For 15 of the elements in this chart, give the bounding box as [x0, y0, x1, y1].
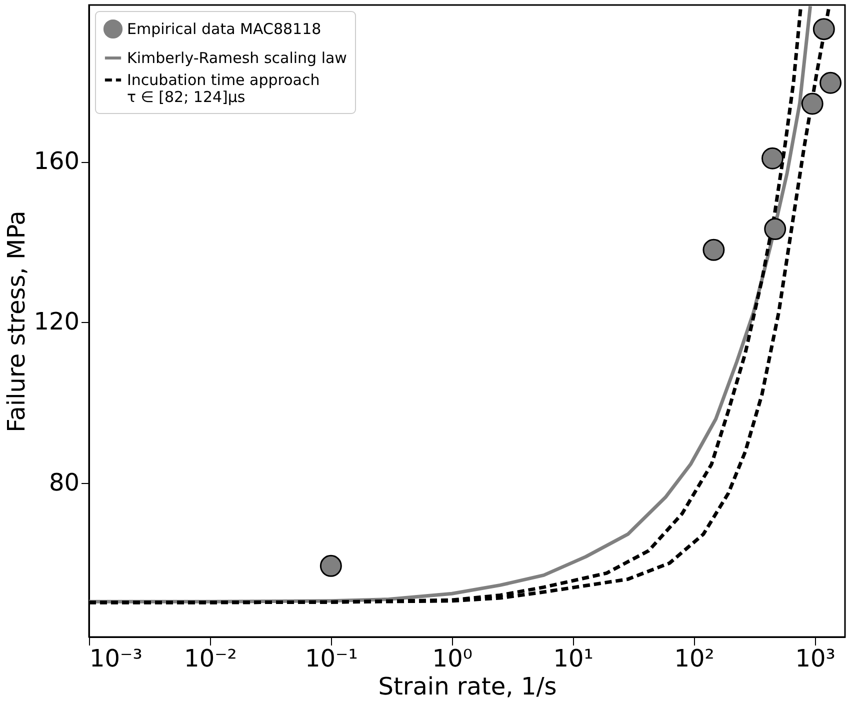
x-tick-label: 10¹: [553, 644, 594, 672]
y-tick-label: 80: [48, 468, 80, 496]
y-tick-label: 160: [34, 147, 80, 176]
y-tick-label: 120: [34, 308, 80, 336]
x-tick-label: 10⁻²: [184, 644, 237, 672]
x-tick-label: 10⁻³: [90, 644, 142, 672]
x-tick-label: 10⁰: [432, 644, 472, 672]
legend-label: Incubation time approach τ ∈ [82; 124]μs: [127, 71, 320, 106]
y-axis-title: Failure stress, MPa: [2, 210, 31, 432]
x-tick-label: 10²: [674, 644, 714, 672]
x-tick-label: 10⁻¹: [305, 644, 358, 672]
legend-label: Kimberly-Ramesh scaling law: [127, 49, 347, 67]
legend-label: Empirical data MAC88118: [127, 20, 322, 38]
x-tick-label: 10³: [795, 644, 836, 672]
x-axis-title: Strain rate, 1/s: [378, 672, 557, 700]
